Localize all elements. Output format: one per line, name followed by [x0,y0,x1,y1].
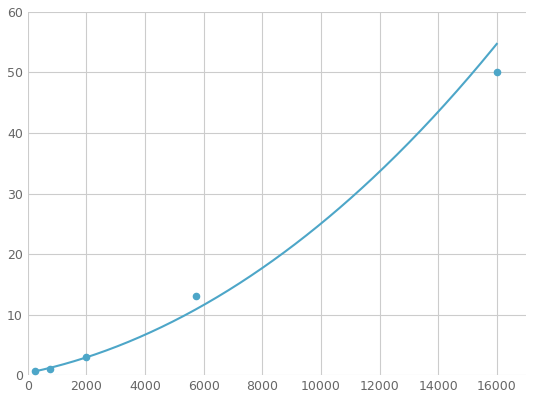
Point [45,366,54,372]
Point [31,368,39,374]
Point [492,69,501,76]
Point [82,354,91,360]
Point [192,293,200,300]
